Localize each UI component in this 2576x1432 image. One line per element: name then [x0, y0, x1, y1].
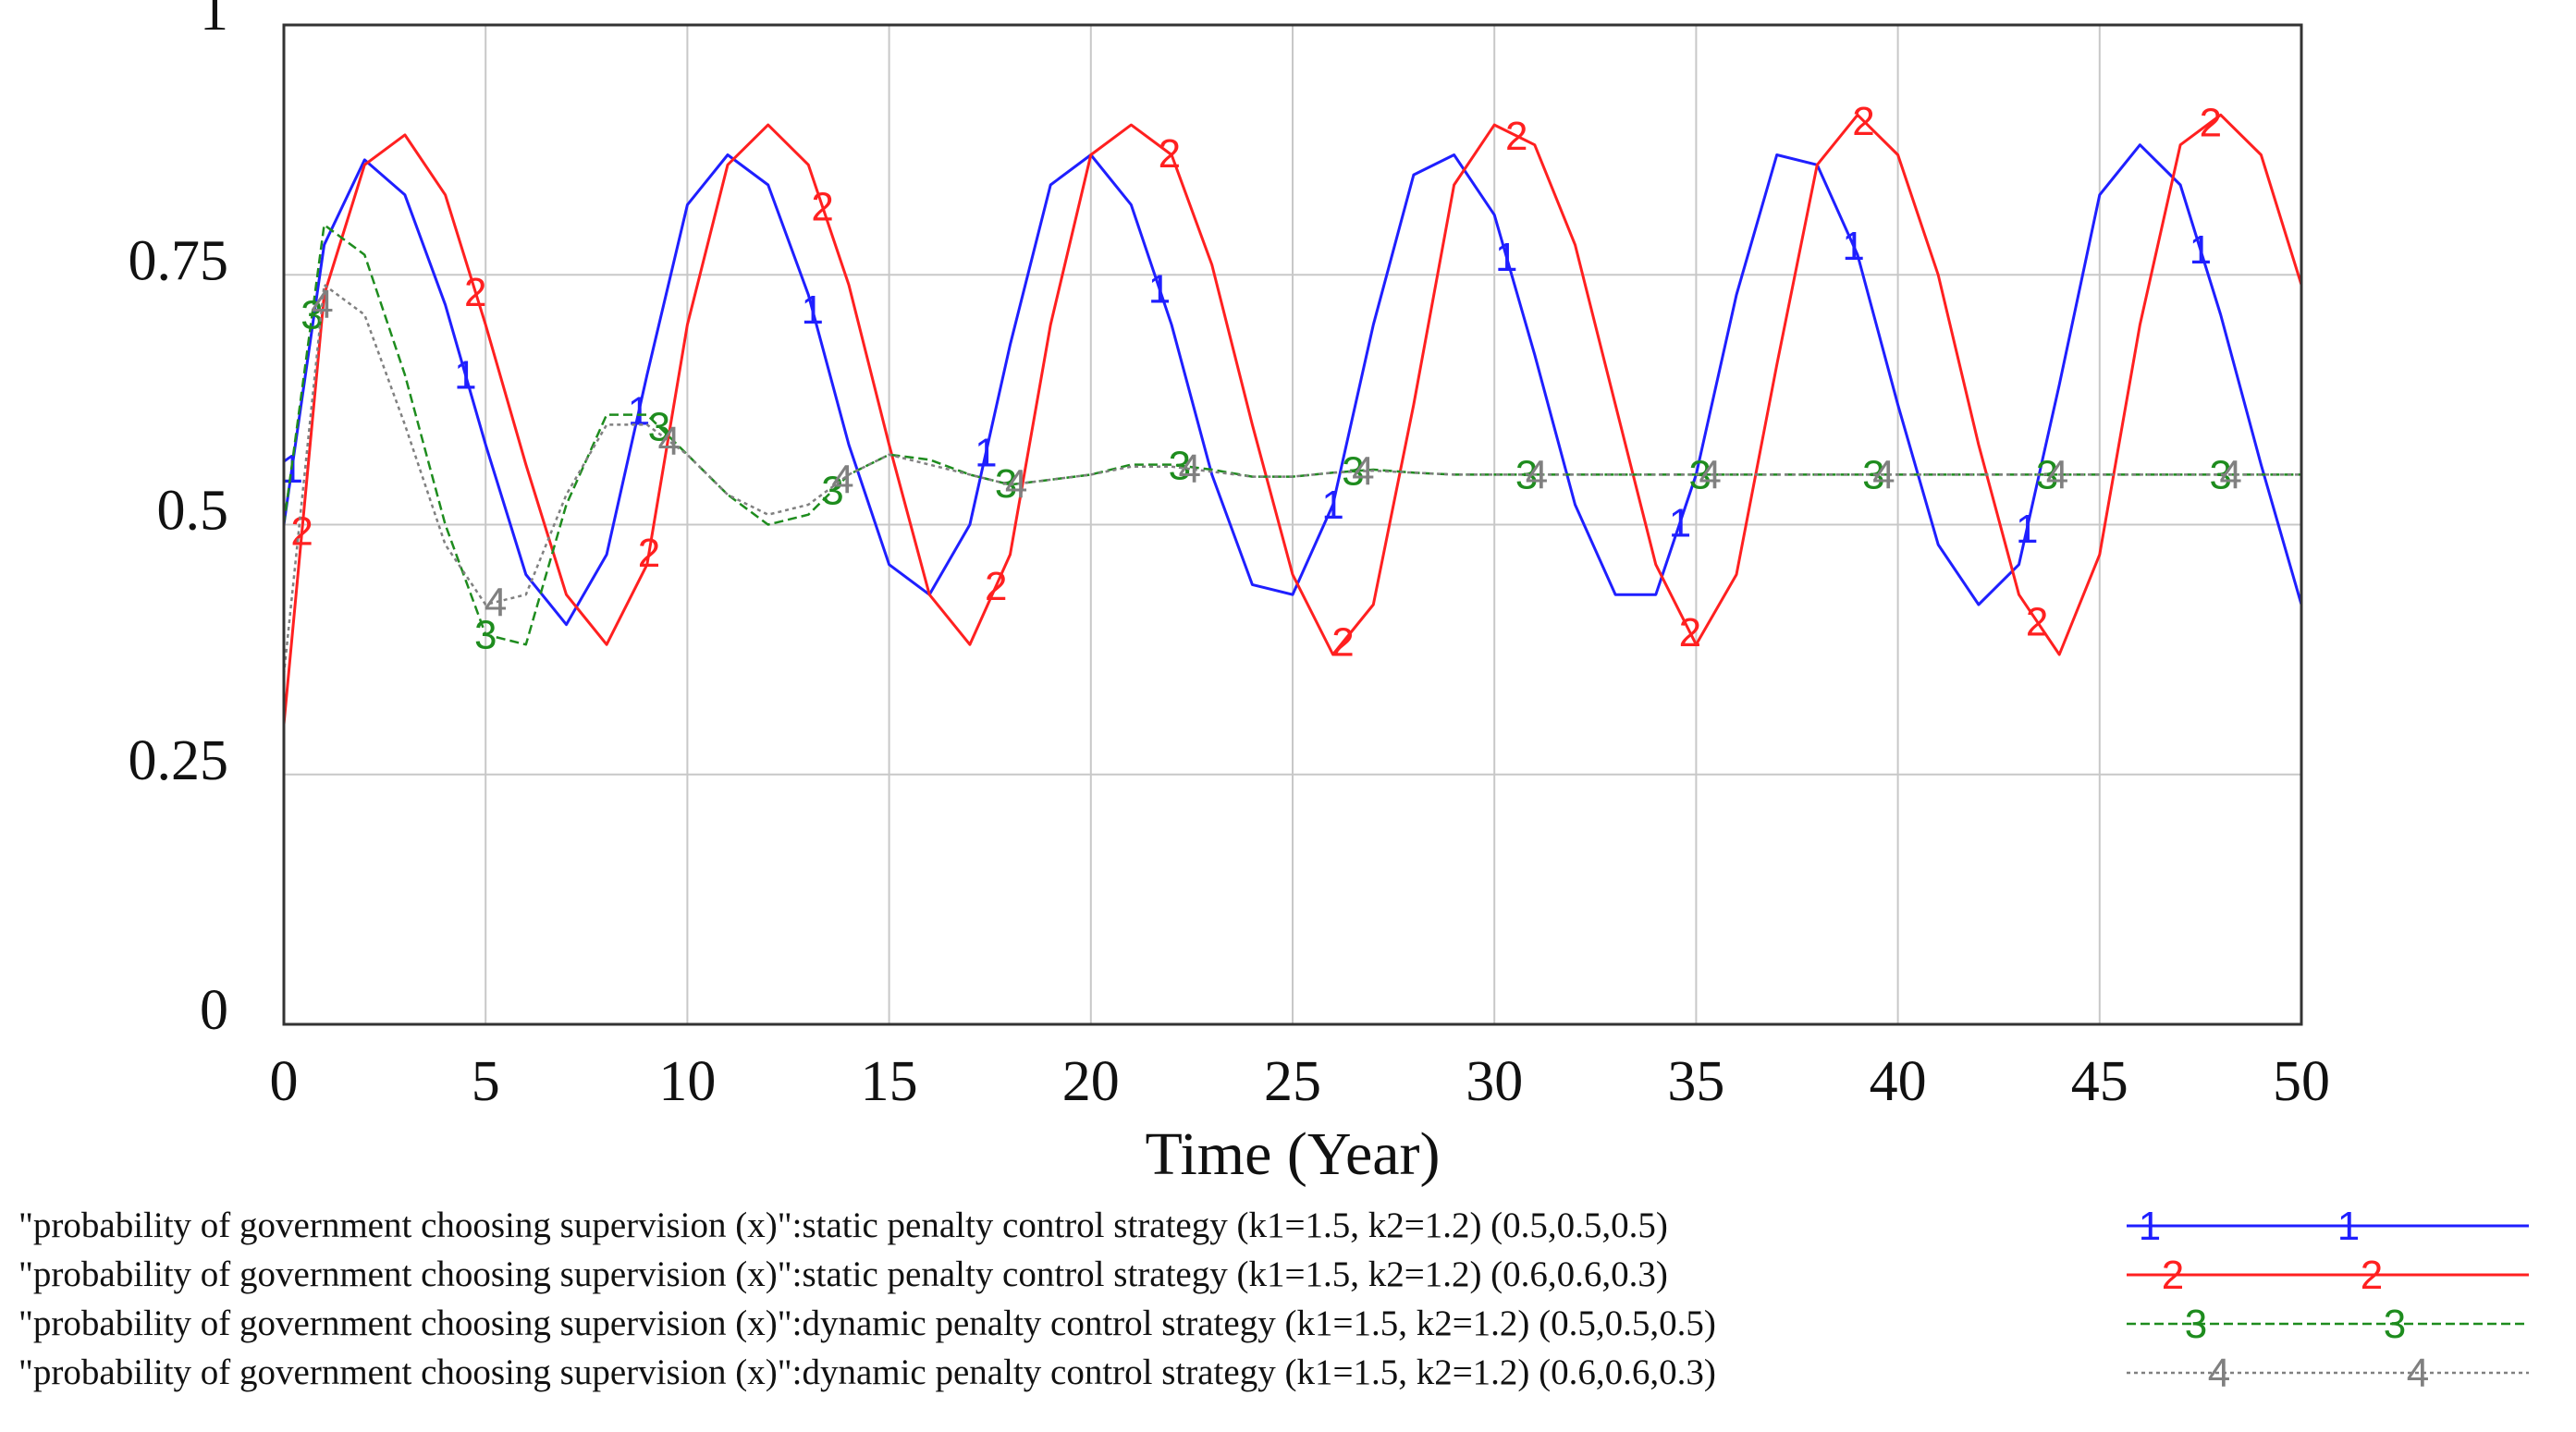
- legend-marker-2: 2: [2162, 1253, 2184, 1298]
- series-marker-2: 2: [1679, 610, 1701, 655]
- series-marker-2: 2: [1159, 131, 1181, 177]
- legend-label: "probability of government choosing supe…: [18, 1303, 1716, 1343]
- legend-label: "probability of government choosing supe…: [18, 1206, 1668, 1245]
- x-tick-label: 40: [1870, 1050, 1927, 1113]
- series-marker-1: 1: [1495, 235, 1517, 280]
- y-tick-labels: 0 0.25 0.5 0.75 1: [129, 0, 229, 1042]
- series-marker-1: 1: [1842, 224, 1864, 269]
- x-tick-label: 15: [861, 1050, 918, 1113]
- series-marker-1: 1: [2016, 507, 2038, 552]
- series-line-2: [282, 113, 2303, 725]
- series-marker-4: 4: [1178, 447, 1200, 492]
- x-axis-label: Time (Year): [1145, 1120, 1440, 1188]
- legend-marker-3: 3: [2384, 1302, 2406, 1347]
- series-marker-4: 4: [658, 419, 681, 464]
- series-marker-4: 4: [1699, 452, 1721, 497]
- y-tick-label: 1: [200, 0, 228, 43]
- series-marker-2: 2: [985, 564, 1007, 609]
- legend-marker-1: 1: [2139, 1204, 2161, 1249]
- y-tick-label: 0.5: [157, 480, 229, 543]
- y-tick-label: 0.25: [129, 729, 229, 792]
- x-tick-label: 45: [2071, 1050, 2128, 1113]
- x-tick-labels: 0 5 10 15 20 25 30 35 40 45 50: [270, 1050, 2331, 1113]
- series-marker-1: 1: [454, 352, 476, 398]
- series-marker-2: 2: [2200, 100, 2222, 145]
- series-marker-4: 4: [485, 580, 507, 625]
- series-marker-2: 2: [638, 531, 660, 576]
- series-marker-1: 1: [1321, 483, 1343, 528]
- legend-label: "probability of government choosing supe…: [18, 1255, 1668, 1294]
- series-marker-3: 3: [1689, 452, 1711, 497]
- x-tick-label: 35: [1667, 1050, 1724, 1113]
- legend-marker-2: 2: [2361, 1253, 2383, 1298]
- series-marker-4: 4: [831, 457, 853, 502]
- legend-marker-4: 4: [2407, 1351, 2429, 1396]
- series-marker-3: 3: [301, 292, 323, 337]
- legend-label: "probability of government choosing supe…: [18, 1352, 1716, 1392]
- series-marker-1: 1: [975, 431, 997, 476]
- series-marker-1: 1: [2190, 227, 2212, 273]
- series-marker-3: 3: [2209, 452, 2231, 497]
- y-tick-label: 0: [200, 979, 228, 1042]
- series-marker-4: 4: [1872, 452, 1895, 497]
- y-tick-label: 0.75: [129, 229, 229, 292]
- plot-frame: [282, 23, 2303, 1026]
- series-marker-3: 3: [1342, 449, 1364, 495]
- x-tick-label: 0: [270, 1050, 299, 1113]
- series-marker-2: 2: [2026, 599, 2048, 644]
- series-marker-1: 1: [628, 388, 650, 434]
- legend-marker-4: 4: [2208, 1351, 2230, 1396]
- series-marker-4: 4: [2219, 452, 2241, 497]
- series-marker-3: 3: [474, 612, 497, 657]
- series-marker-2: 2: [464, 270, 486, 315]
- series-marker-4: 4: [311, 282, 333, 327]
- series-marker-2: 2: [1331, 620, 1354, 666]
- x-tick-label: 20: [1062, 1050, 1120, 1113]
- legend-marker-3: 3: [2185, 1302, 2207, 1347]
- series-marker-1: 1: [801, 288, 823, 333]
- legend: "probability of government choosing supe…: [18, 1204, 2529, 1396]
- series-marker-1: 1: [1669, 500, 1691, 545]
- x-tick-label: 50: [2273, 1050, 2330, 1113]
- x-tick-label: 25: [1264, 1050, 1321, 1113]
- series-marker-1: 1: [1148, 266, 1171, 312]
- series-marker-2: 2: [811, 185, 833, 230]
- series-marker-2: 2: [1505, 114, 1527, 159]
- legend-marker-1: 1: [2337, 1204, 2360, 1249]
- series-line-1: [282, 143, 2303, 627]
- series-marker-4: 4: [1352, 449, 1374, 495]
- x-tick-label: 5: [472, 1050, 500, 1113]
- series-line-4: [282, 283, 2301, 675]
- series-marker-2: 2: [1852, 99, 1874, 144]
- x-tick-label: 10: [658, 1050, 716, 1113]
- series-marker-4: 4: [2046, 452, 2068, 497]
- series-marker-3: 3: [648, 405, 670, 450]
- x-tick-label: 30: [1466, 1050, 1523, 1113]
- series-marker-4: 4: [1526, 452, 1548, 497]
- series-marker-4: 4: [1005, 461, 1027, 507]
- series-marker-2: 2: [290, 509, 313, 555]
